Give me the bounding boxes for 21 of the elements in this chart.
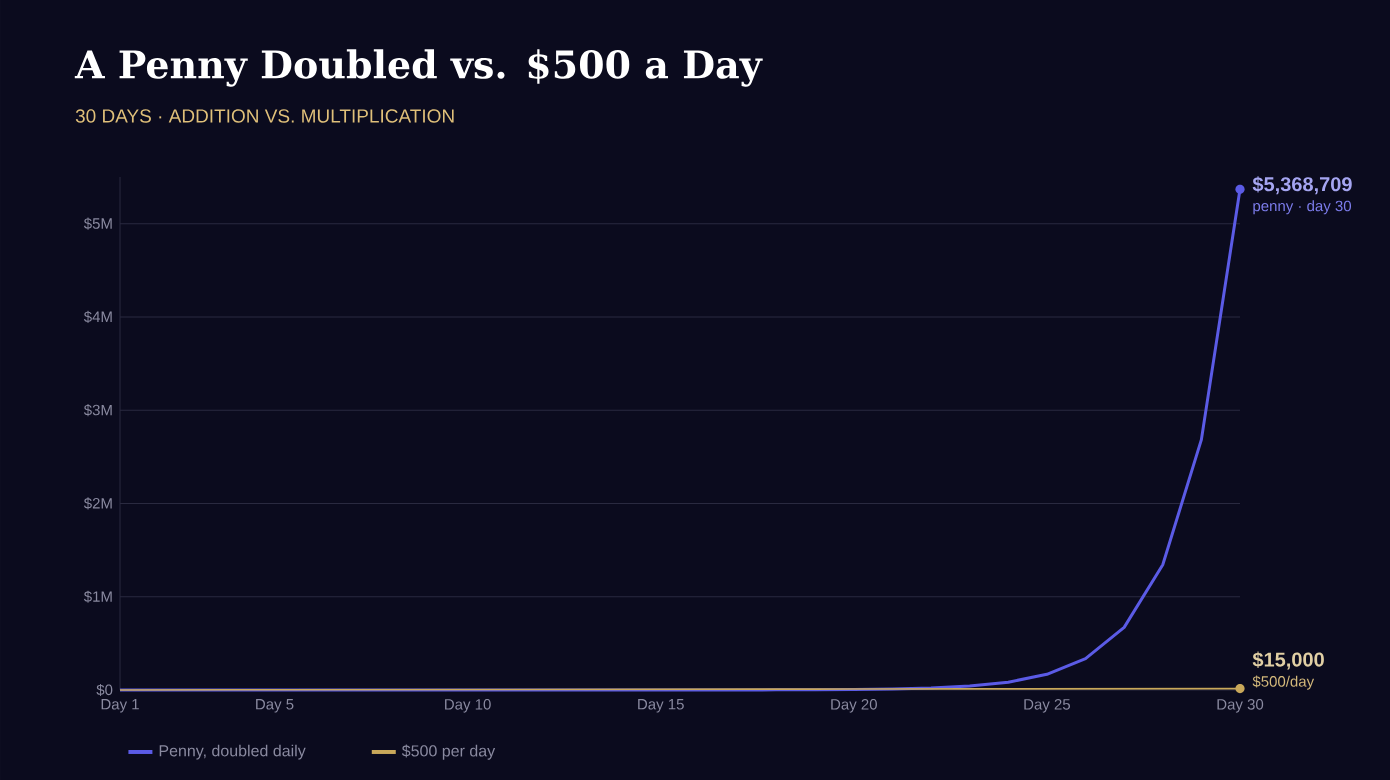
chart-subtitle: 30 DAYS · ADDITION VS. MULTIPLICATION bbox=[75, 109, 454, 123]
y-tick-label: $3M bbox=[83, 404, 112, 417]
y-tick-label: $1M bbox=[83, 590, 112, 603]
y-tick-label: $4M bbox=[83, 310, 112, 323]
chart-title: A Penny Doubled vs. $500 a Day bbox=[74, 49, 763, 87]
y-tick-label: $2M bbox=[83, 497, 112, 510]
annotation: $15,000 bbox=[1252, 651, 1324, 670]
y-tick-label: $0 bbox=[96, 683, 113, 697]
x-tick-label: Day 10 bbox=[445, 699, 491, 713]
legend-label: Penny, doubled daily bbox=[159, 744, 306, 760]
x-tick-label: Day 15 bbox=[638, 699, 684, 713]
x-tick-label: Day 30 bbox=[1217, 699, 1264, 713]
y-tick-label: $5M bbox=[83, 217, 112, 230]
x-tick-label: Day 25 bbox=[1024, 699, 1071, 713]
annotation: penny · day 30 bbox=[1253, 200, 1352, 215]
legend-label: $500 per day bbox=[401, 744, 496, 760]
annotation: $500/day bbox=[1252, 675, 1315, 690]
x-tick-label: Day 20 bbox=[831, 699, 877, 713]
x-tick-label: Day 5 bbox=[256, 699, 294, 713]
x-tick-label: Day 1 bbox=[101, 699, 139, 713]
annotation: $5,368,709 bbox=[1252, 176, 1352, 195]
